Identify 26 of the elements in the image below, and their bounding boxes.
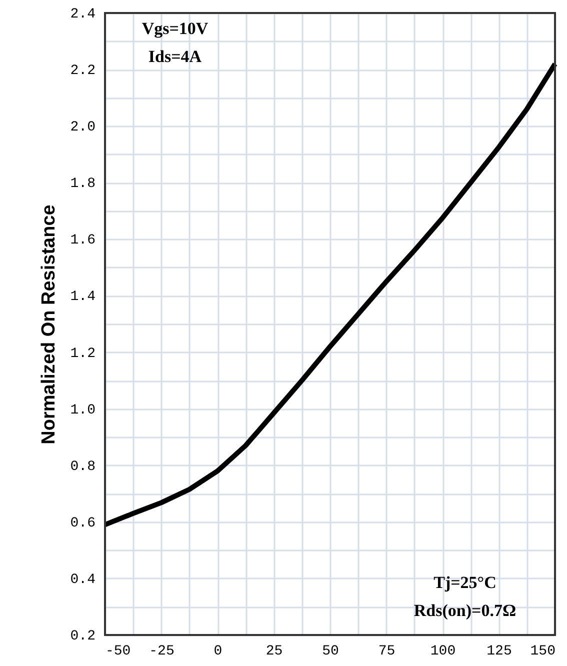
annotation: Tj=25°C [434,573,496,592]
x-tick-label: 150 [530,644,556,660]
annotation: Ids=4A [148,47,202,66]
x-tick-label: -50 [106,644,131,660]
y-tick-label: 1.8 [70,176,96,192]
y-tick-label: 2.4 [70,6,96,22]
x-tick-label: 75 [378,644,396,660]
annotation: Vgs=10V [142,19,209,38]
y-tick-label: 1.4 [70,289,96,306]
x-tick-label: 100 [430,644,456,660]
x-tick-label: 0 [214,644,222,660]
y-tick-label: 0.8 [70,458,96,475]
y-tick-label: 2.0 [70,120,96,136]
y-axis-title: Normalized On Resistance [38,204,60,444]
x-tick-label: 25 [266,644,283,660]
y-tick-label: 1.6 [70,232,96,249]
y-tick-label: 0.6 [70,515,96,532]
x-tick-label: -25 [149,644,174,660]
y-tick-label: 1.2 [70,346,96,362]
y-tick-label: 2.2 [70,63,96,80]
annotation: Rds(on)=0.7Ω [414,601,516,620]
y-tick-label: 1.0 [70,402,96,418]
y-tick-label: 0.4 [70,572,96,588]
x-tick-label: 125 [486,644,512,660]
x-tick-label: 50 [322,644,339,660]
y-tick-label: 0.2 [70,628,96,644]
